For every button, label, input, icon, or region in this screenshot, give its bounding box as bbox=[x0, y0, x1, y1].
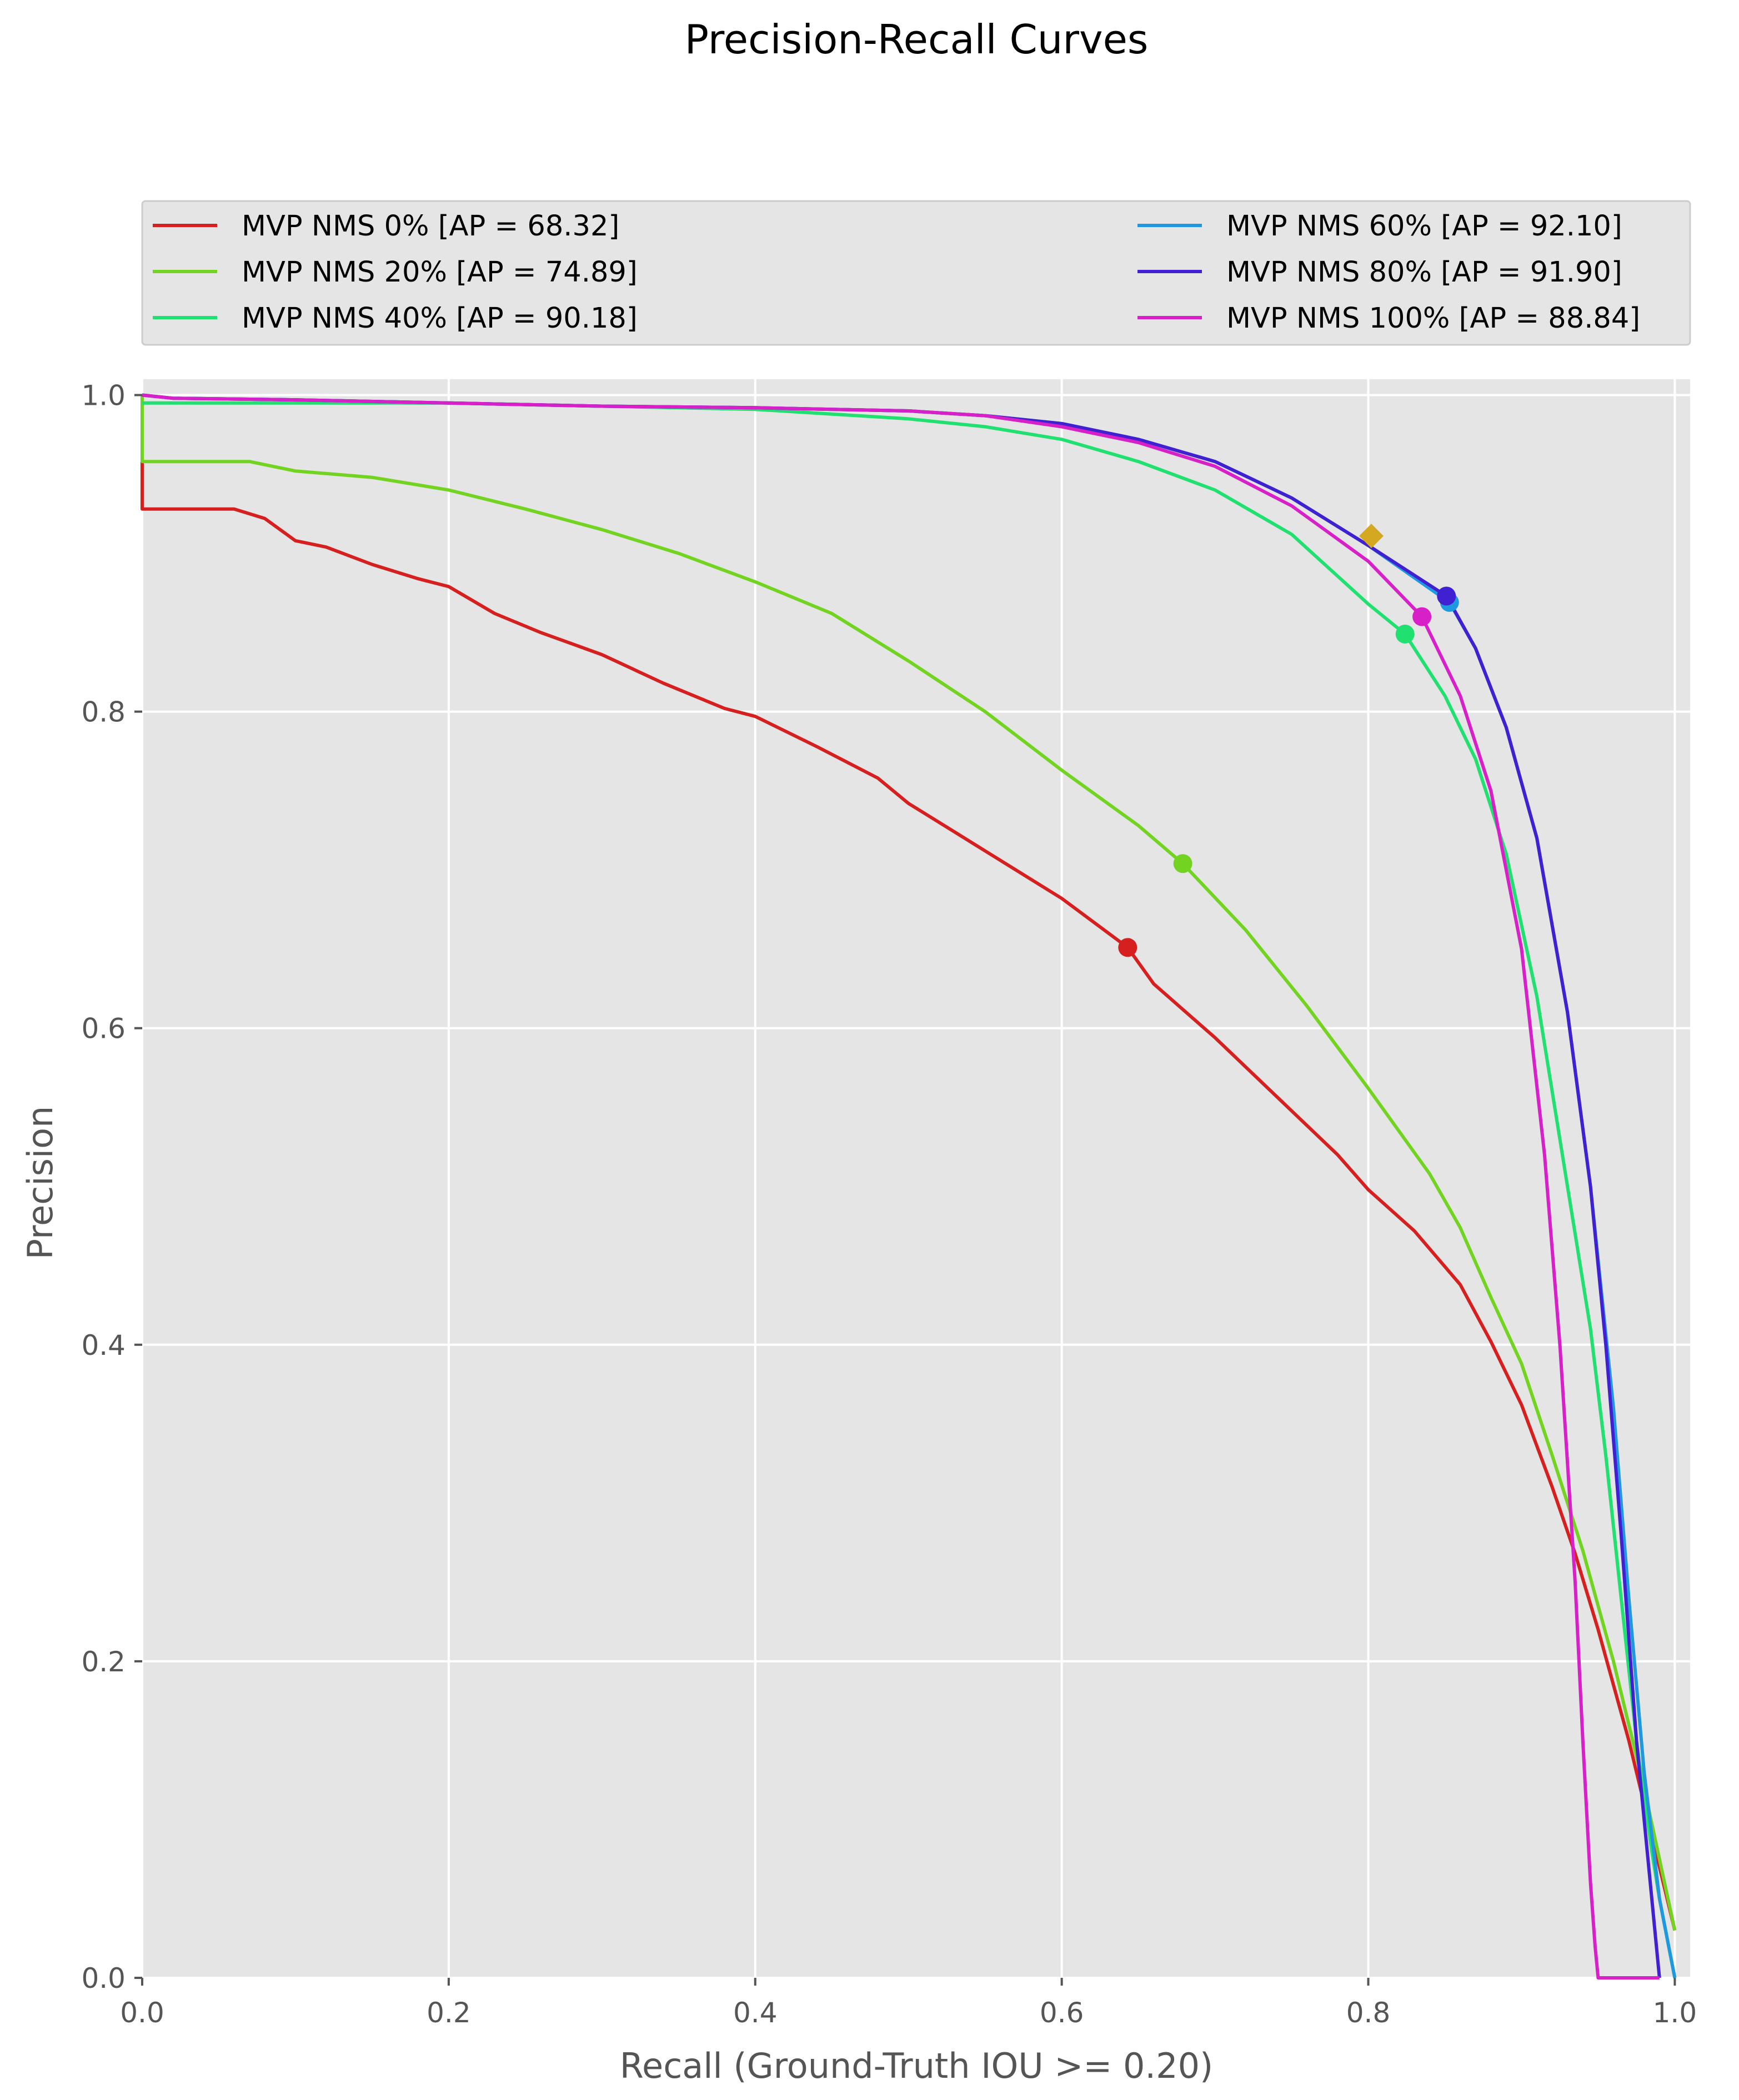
x-tick-label: 1.0 bbox=[1653, 1997, 1697, 2029]
series-marker-2 bbox=[1395, 624, 1415, 644]
y-tick-label: 1.0 bbox=[81, 380, 126, 412]
legend: MVP NMS 0% [AP = 68.32] MVP NMS 20% [AP =… bbox=[141, 200, 1691, 346]
ticks: 0.0 0.2 0.4 0.6 0.8 1.0 0.0 0.2 0.4 0.6 0.8 1.0 bbox=[81, 380, 1697, 2029]
series-marker-1 bbox=[1173, 854, 1192, 873]
x-axis-label: Recall (Ground-Truth IOU >= 0.20) bbox=[620, 2046, 1213, 2086]
y-axis-label: Precision bbox=[20, 1106, 61, 1260]
y-tick-label: 0.4 bbox=[81, 1329, 126, 1362]
x-tick-label: 0.2 bbox=[427, 1997, 471, 2029]
series-marker-5 bbox=[1412, 607, 1432, 626]
series-marker-4 bbox=[1437, 586, 1456, 606]
grid bbox=[141, 379, 1690, 1979]
series-line-0 bbox=[141, 458, 1677, 1931]
legend-label-4: MVP NMS 80% [AP = 91.90] bbox=[1226, 256, 1622, 289]
legend-label-0: MVP NMS 0% [AP = 68.32] bbox=[242, 210, 619, 243]
markers bbox=[1118, 524, 1459, 957]
y-tick-label: 0.2 bbox=[81, 1646, 126, 1678]
series-marker-0 bbox=[1118, 938, 1137, 957]
x-tick-label: 0.4 bbox=[733, 1997, 778, 2029]
legend-label-1: MVP NMS 20% [AP = 74.89] bbox=[242, 256, 638, 289]
legend-label-2: MVP NMS 40% [AP = 90.18] bbox=[242, 302, 638, 335]
y-tick-label: 0.0 bbox=[81, 1962, 126, 1995]
legend-box bbox=[141, 200, 1691, 346]
series-line-1 bbox=[141, 395, 1677, 1931]
x-tick-label: 0.8 bbox=[1346, 1997, 1391, 2029]
legend-label-3: MVP NMS 60% [AP = 92.10] bbox=[1226, 210, 1622, 243]
x-tick-label: 0.0 bbox=[120, 1997, 164, 2029]
y-tick-label: 0.8 bbox=[81, 696, 126, 729]
chart-title: Precision-Recall Curves bbox=[685, 16, 1149, 63]
diamond-marker bbox=[1359, 524, 1384, 549]
legend-label-5: MVP NMS 100% [AP = 88.84] bbox=[1226, 302, 1640, 335]
x-tick-label: 0.6 bbox=[1040, 1997, 1084, 2029]
y-tick-label: 0.6 bbox=[81, 1013, 126, 1045]
series-line-5 bbox=[142, 393, 1660, 1980]
